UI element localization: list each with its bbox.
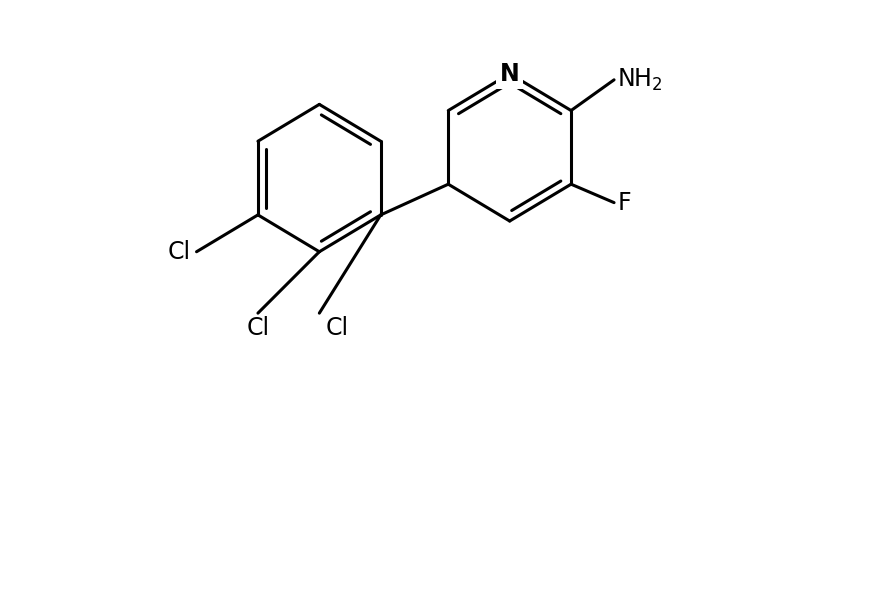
Text: Cl: Cl xyxy=(325,316,349,340)
Text: Cl: Cl xyxy=(247,316,269,340)
Text: N: N xyxy=(500,61,520,86)
Text: NH$_2$: NH$_2$ xyxy=(617,67,663,93)
Text: Cl: Cl xyxy=(167,239,190,264)
Text: F: F xyxy=(617,190,630,215)
